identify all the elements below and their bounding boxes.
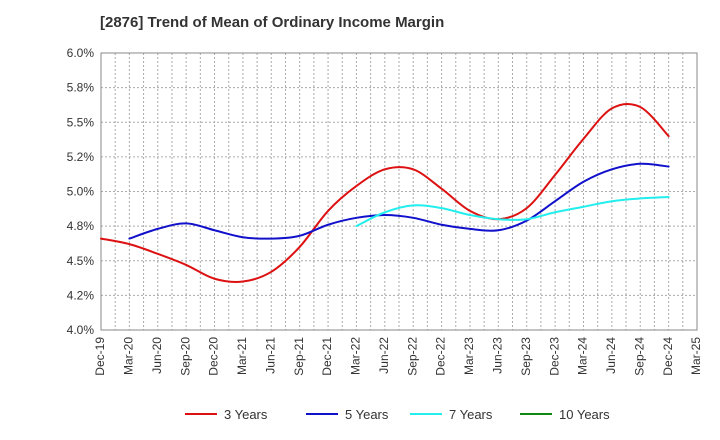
y-tick-label: 6.0%	[67, 46, 95, 60]
x-tick-label: Dec-20	[207, 337, 221, 376]
legend-label: 3 Years	[224, 407, 268, 422]
x-tick-label: Dec-21	[320, 337, 334, 376]
x-tick-label: Sep-22	[405, 337, 419, 376]
y-tick-label: 5.2%	[67, 150, 95, 164]
x-tick-label: Dec-22	[434, 337, 448, 376]
y-tick-label: 4.2%	[67, 288, 95, 302]
y-tick-label: 4.0%	[67, 323, 95, 337]
y-tick-label: 5.5%	[67, 115, 95, 129]
x-tick-label: Mar-25	[689, 337, 703, 375]
y-axis: 4.0% 4.2% 4.5% 4.8% 5.0% 5.2% 5.5% 5.8% 6.0%	[67, 46, 95, 337]
y-tick-label: 4.5%	[67, 254, 95, 268]
legend-label: 5 Years	[345, 407, 389, 422]
chart-title: [2876] Trend of Mean of Ordinary Income …	[100, 14, 445, 31]
x-tick-label: Sep-24	[632, 337, 646, 376]
series-line-2	[128, 162, 670, 240]
x-tick-label: Dec-24	[661, 337, 675, 376]
x-tick-label: Sep-21	[292, 337, 306, 376]
x-tick-label: Mar-23	[462, 337, 476, 375]
x-tick-label: Jun-20	[150, 337, 164, 374]
x-tick-label: Jun-21	[263, 337, 277, 374]
x-tick-label: Jun-24	[604, 337, 618, 374]
x-tick-label: Mar-22	[349, 337, 363, 375]
legend-label: 7 Years	[449, 407, 493, 422]
x-tick-label: Mar-24	[576, 337, 590, 375]
series-lines	[100, 102, 670, 283]
x-tick-label: Sep-23	[519, 337, 533, 376]
legend: 3 Years 5 Years 7 Years 10 Years	[185, 407, 610, 422]
x-tick-label: Jun-22	[377, 337, 391, 374]
y-tick-label: 5.0%	[67, 185, 95, 199]
y-tick-label: 5.8%	[67, 81, 95, 95]
legend-label: 10 Years	[559, 407, 610, 422]
series-line-1	[100, 102, 670, 283]
series-line-3	[355, 196, 670, 228]
x-tick-label: Dec-19	[93, 337, 107, 376]
x-tick-label: Dec-23	[547, 337, 561, 376]
x-tick-label: Jun-23	[491, 337, 505, 374]
x-tick-label: Mar-20	[122, 337, 136, 375]
x-tick-label: Sep-20	[178, 337, 192, 376]
y-tick-label: 4.8%	[67, 219, 95, 233]
plot-border	[100, 52, 698, 331]
x-axis: Dec-19 Mar-20 Jun-20 Sep-20 Dec-20 Mar-21 Jun-…	[93, 337, 703, 376]
x-tick-label: Mar-21	[235, 337, 249, 375]
